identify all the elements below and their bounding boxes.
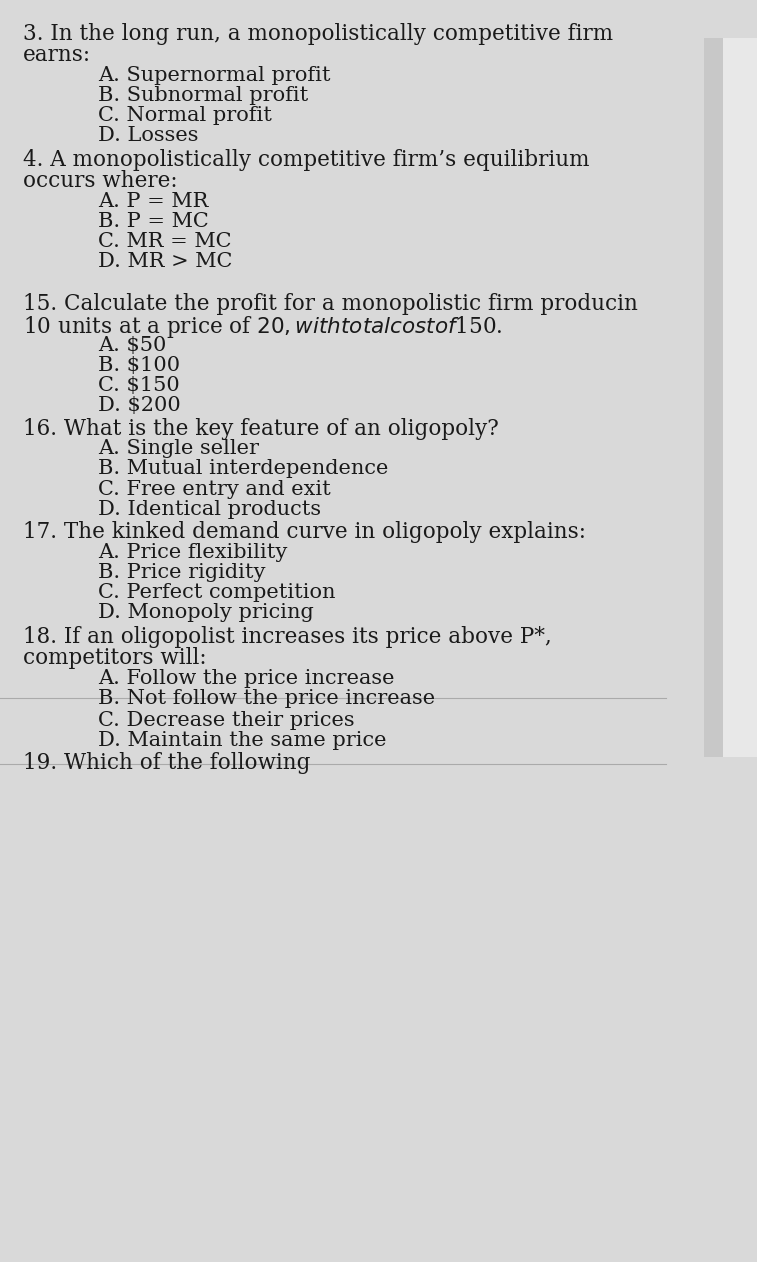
Text: C. MR = MC: C. MR = MC [98, 232, 232, 251]
Text: C. Perfect competition: C. Perfect competition [98, 583, 336, 602]
Text: B. Not follow the price increase: B. Not follow the price increase [98, 689, 435, 708]
Text: A. Price flexibility: A. Price flexibility [98, 543, 288, 562]
Text: B. $100: B. $100 [98, 356, 180, 375]
Text: D. MR > MC: D. MR > MC [98, 252, 233, 271]
Text: 15. Calculate the profit for a monopolistic firm producin: 15. Calculate the profit for a monopolis… [23, 293, 637, 314]
Text: C. Normal profit: C. Normal profit [98, 106, 273, 125]
Bar [704, 38, 757, 757]
Text: A. P = MR: A. P = MR [98, 192, 209, 211]
Text: 3. In the long run, a monopolistically competitive firm: 3. In the long run, a monopolistically c… [23, 23, 613, 44]
Text: B. Mutual interdependence: B. Mutual interdependence [98, 459, 389, 478]
Text: 17. The kinked demand curve in oligopoly explains:: 17. The kinked demand curve in oligopoly… [23, 521, 586, 543]
Text: earns:: earns: [23, 44, 91, 66]
Text: B. Subnormal profit: B. Subnormal profit [98, 86, 309, 105]
Text: A. Follow the price increase: A. Follow the price increase [98, 669, 395, 688]
Text: B. P = MC: B. P = MC [98, 212, 209, 231]
Text: 18. If an oligopolist increases its price above P*,: 18. If an oligopolist increases its pric… [23, 626, 551, 647]
Text: A. $50: A. $50 [98, 336, 167, 355]
Text: 4. A monopolistically competitive firm’s equilibrium: 4. A monopolistically competitive firm’s… [23, 149, 589, 170]
Text: C. $150: C. $150 [98, 376, 180, 395]
Text: D. Identical products: D. Identical products [98, 500, 322, 519]
Text: 19. Which of the following: 19. Which of the following [23, 752, 310, 774]
Text: C. Decrease their prices: C. Decrease their prices [98, 711, 355, 729]
Text: 10 units at a price of $20, with total cost of $150.: 10 units at a price of $20, with total c… [23, 314, 503, 341]
Text: D. Losses: D. Losses [98, 126, 199, 145]
Text: D. Maintain the same price: D. Maintain the same price [98, 731, 387, 750]
Text: A. Single seller: A. Single seller [98, 439, 260, 458]
Text: occurs where:: occurs where: [23, 170, 177, 192]
Text: D. $200: D. $200 [98, 396, 181, 415]
Text: A. Supernormal profit: A. Supernormal profit [98, 66, 331, 85]
Text: 16. What is the key feature of an oligopoly?: 16. What is the key feature of an oligop… [23, 418, 498, 439]
Text: B. Price rigidity: B. Price rigidity [98, 563, 266, 582]
Text: competitors will:: competitors will: [23, 647, 207, 669]
Bar [723, 38, 757, 757]
Text: C. Free entry and exit: C. Free entry and exit [98, 480, 331, 498]
Text: D. Monopoly pricing: D. Monopoly pricing [98, 603, 314, 622]
